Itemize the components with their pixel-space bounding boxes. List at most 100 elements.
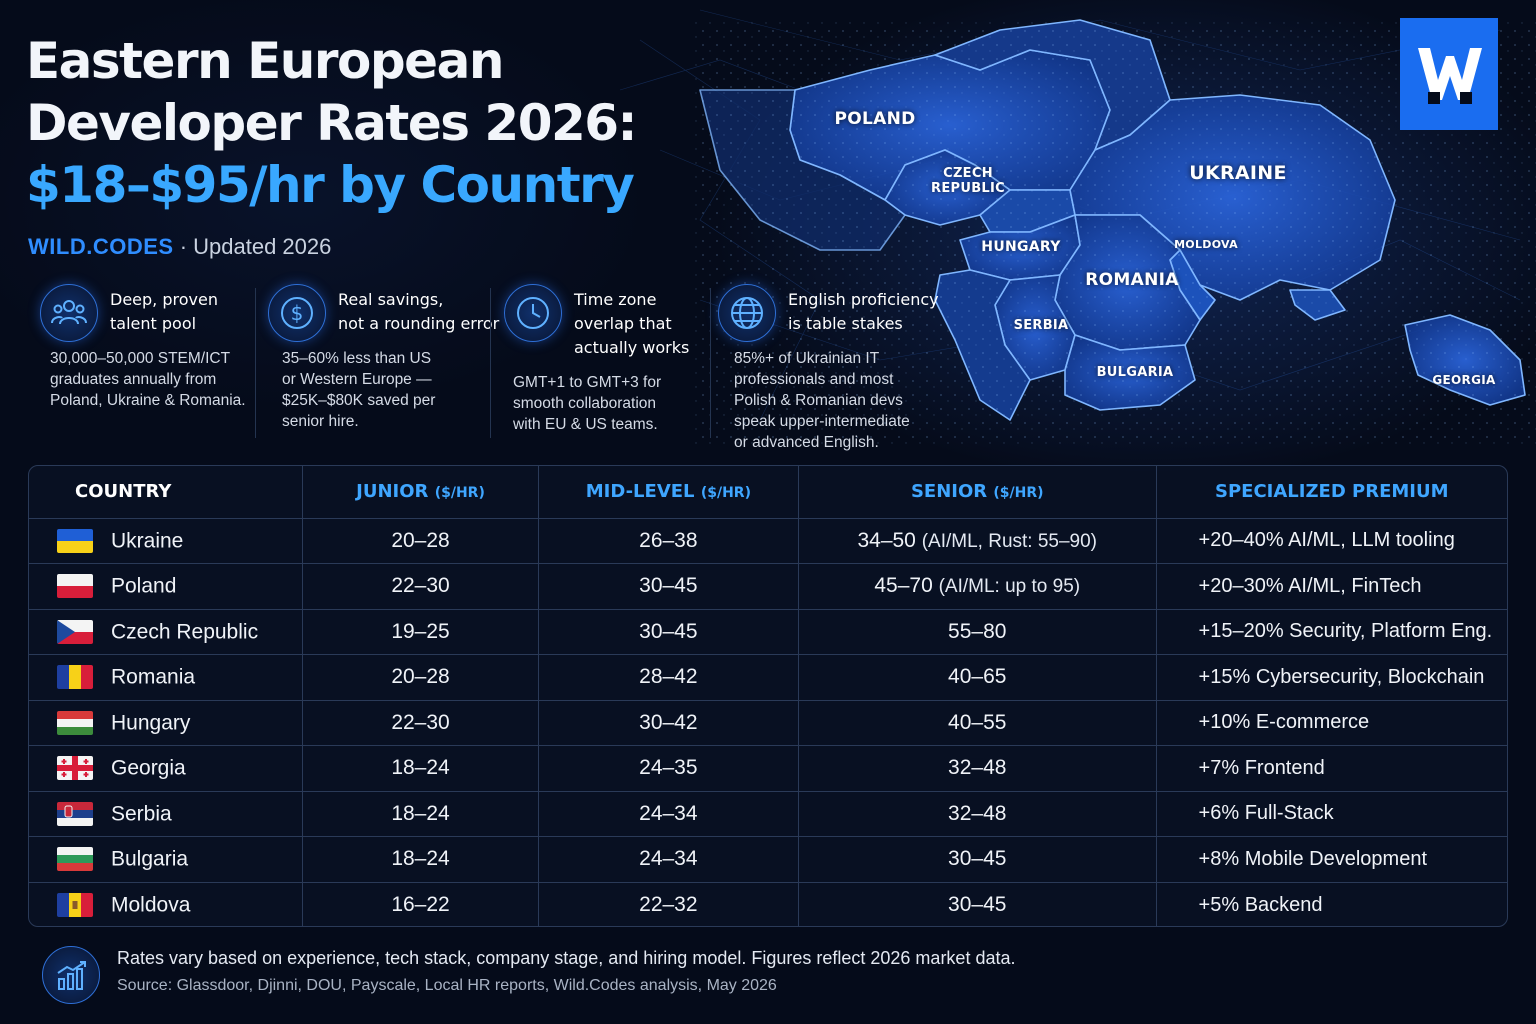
senior-range: 55–80 xyxy=(948,619,1007,643)
table-row-bulgaria: Bulgaria 18–24 24–34 30–45 +8% Mobile Develo… xyxy=(29,836,1507,883)
cell-junior: 18–24 xyxy=(302,745,539,792)
country-name: Bulgaria xyxy=(111,847,189,871)
cell-country: Serbia xyxy=(29,791,304,837)
feature-head: Deep, proven talent pool xyxy=(110,290,218,333)
col-header-junior: JUNIOR ($/HR) xyxy=(302,466,539,519)
map-label-hungary: HUNGARY xyxy=(981,239,1061,255)
footer-source: Source: Glassdoor, Djinni, DOU, Payscale… xyxy=(117,977,777,994)
europe-map xyxy=(619,9,1536,450)
flag-ukraine-icon xyxy=(57,528,93,553)
cell-premium: +7% Frontend xyxy=(1156,745,1507,792)
wild-codes-logo xyxy=(1400,18,1498,130)
senior-range: 32–48 xyxy=(948,756,1007,780)
cell-country: Ukraine xyxy=(29,518,304,564)
divider xyxy=(710,288,711,438)
col-header-senior: SENIOR ($/HR) xyxy=(798,466,1157,519)
senior-range: 40–65 xyxy=(948,665,1007,689)
footer-note: Rates vary based on experience, tech sta… xyxy=(117,948,1016,968)
map-label-moldova: MOLDOVA xyxy=(1174,238,1238,251)
flag-moldova-icon xyxy=(57,893,93,918)
col-header-premium: SPECIALIZED PREMIUM xyxy=(1156,466,1507,519)
senior-note: (AI/ML, Rust: 55–90) xyxy=(921,530,1098,552)
premium-area: Security, Platform Eng. xyxy=(1289,620,1493,643)
premium-area: E-commerce xyxy=(1255,711,1370,734)
country-name: Poland xyxy=(111,574,177,598)
cell-premium: +6% Full-Stack xyxy=(1156,791,1507,837)
cell-premium: +20–30% AI/ML, FinTech xyxy=(1156,563,1507,610)
cell-junior: 22–30 xyxy=(302,563,539,610)
cell-premium: +5% Backend xyxy=(1156,882,1507,926)
table-row-romania: Romania 20–28 28–42 40–65 +15% Cybersecurity… xyxy=(29,654,1507,701)
map-label-georgia: GEORGIA xyxy=(1432,373,1496,387)
flag-poland-icon xyxy=(57,574,93,599)
premium-area: Full-Stack xyxy=(1244,802,1334,825)
flag-hungary-icon xyxy=(57,710,93,735)
cell-premium: +10% E-commerce xyxy=(1156,700,1507,746)
cell-premium: +20–40% AI/ML, LLM tooling xyxy=(1156,518,1507,564)
cell-senior: 45–70 (AI/ML: up to 95) xyxy=(798,563,1157,610)
divider xyxy=(255,288,256,438)
title-line-2: Developer Rates 2026: xyxy=(26,94,638,152)
dollar-icon: $ xyxy=(268,284,326,342)
cell-country: Moldova xyxy=(29,882,304,926)
country-name: Serbia xyxy=(111,801,172,825)
divider xyxy=(490,288,491,438)
cell-senior: 40–65 xyxy=(798,654,1157,701)
cell-junior: 18–24 xyxy=(302,836,539,883)
col-header-country: COUNTRY xyxy=(29,466,304,519)
senior-range: 45–70 xyxy=(874,574,933,598)
map-label-romania: ROMANIA xyxy=(1085,270,1179,290)
country-name: Romania xyxy=(111,665,196,689)
map-label-bulgaria: BULGARIA xyxy=(1096,365,1174,380)
feature-body: 30,000–50,000 STEM/ICT graduates annually… xyxy=(50,350,246,409)
premium-pct: +15% xyxy=(1198,665,1251,688)
cell-junior: 20–28 xyxy=(302,654,539,701)
cell-mid: 24–34 xyxy=(538,836,799,883)
premium-pct: +10% xyxy=(1198,711,1251,734)
logo-w-icon xyxy=(1418,48,1482,104)
title-line-1: Eastern European xyxy=(26,32,504,90)
premium-pct: +8% xyxy=(1198,847,1240,870)
premium-pct: +15–20% xyxy=(1198,620,1284,643)
table-row-poland: Poland 22–30 30–45 45–70 (AI/ML: up to 95) +… xyxy=(29,563,1507,610)
flag-bulgaria-icon xyxy=(57,847,93,872)
updated-text: · Updated 2026 xyxy=(179,234,332,259)
feature-head: Real savings, not a rounding error xyxy=(338,290,500,333)
chart-growth-icon xyxy=(42,946,100,1004)
country-name: Ukraine xyxy=(111,528,184,552)
premium-pct: +20–30% xyxy=(1198,574,1284,597)
premium-area: Backend xyxy=(1244,893,1323,916)
cell-senior: 32–48 xyxy=(798,791,1157,837)
globe-icon xyxy=(718,284,776,342)
cell-mid: 30–45 xyxy=(538,609,799,655)
cell-premium: +8% Mobile Development xyxy=(1156,836,1507,883)
senior-range: 40–55 xyxy=(948,710,1007,734)
country-name: Hungary xyxy=(111,710,191,734)
senior-note: (AI/ML: up to 95) xyxy=(938,576,1081,598)
senior-range: 34–50 xyxy=(857,528,916,552)
cell-senior: 30–45 xyxy=(798,836,1157,883)
cell-mid: 24–35 xyxy=(538,745,799,792)
feature-head: Time zone overlap that actually works xyxy=(574,290,690,357)
map-dots xyxy=(690,20,1536,450)
cell-country: Romania xyxy=(29,654,304,701)
premium-area: AI/ML, LLM tooling xyxy=(1288,529,1455,552)
col-header-mid: MID-LEVEL ($/HR) xyxy=(538,466,799,519)
flag-georgia-icon xyxy=(57,756,93,781)
table-row-ukraine: Ukraine 20–28 26–38 34–50 (AI/ML, Rust: 55–… xyxy=(29,518,1507,564)
feature-body: GMT+1 to GMT+3 for smooth collaboration wi… xyxy=(513,374,662,433)
title-line-3: $18–$95/hr by Country xyxy=(26,156,635,214)
cell-country: Georgia xyxy=(29,745,304,792)
senior-range: 32–48 xyxy=(948,801,1007,825)
table-header-row: COUNTRY JUNIOR ($/HR) MID-LEVEL ($/HR) S… xyxy=(29,466,1507,519)
cell-senior: 55–80 xyxy=(798,609,1157,655)
cell-junior: 22–30 xyxy=(302,700,539,746)
premium-area: Mobile Development xyxy=(1244,847,1428,870)
cell-premium: +15% Cybersecurity, Blockchain xyxy=(1156,654,1507,701)
map-label-czech-republic: CZECH REPUBLIC xyxy=(931,166,1005,196)
premium-pct: +6% xyxy=(1198,802,1240,825)
table-row-serbia: Serbia 18–24 24–34 32–48 +6% Full-Stack xyxy=(29,791,1507,837)
senior-range: 30–45 xyxy=(948,847,1007,871)
cell-country: Hungary xyxy=(29,700,304,746)
brand-name: WILD.CODES xyxy=(28,234,174,259)
